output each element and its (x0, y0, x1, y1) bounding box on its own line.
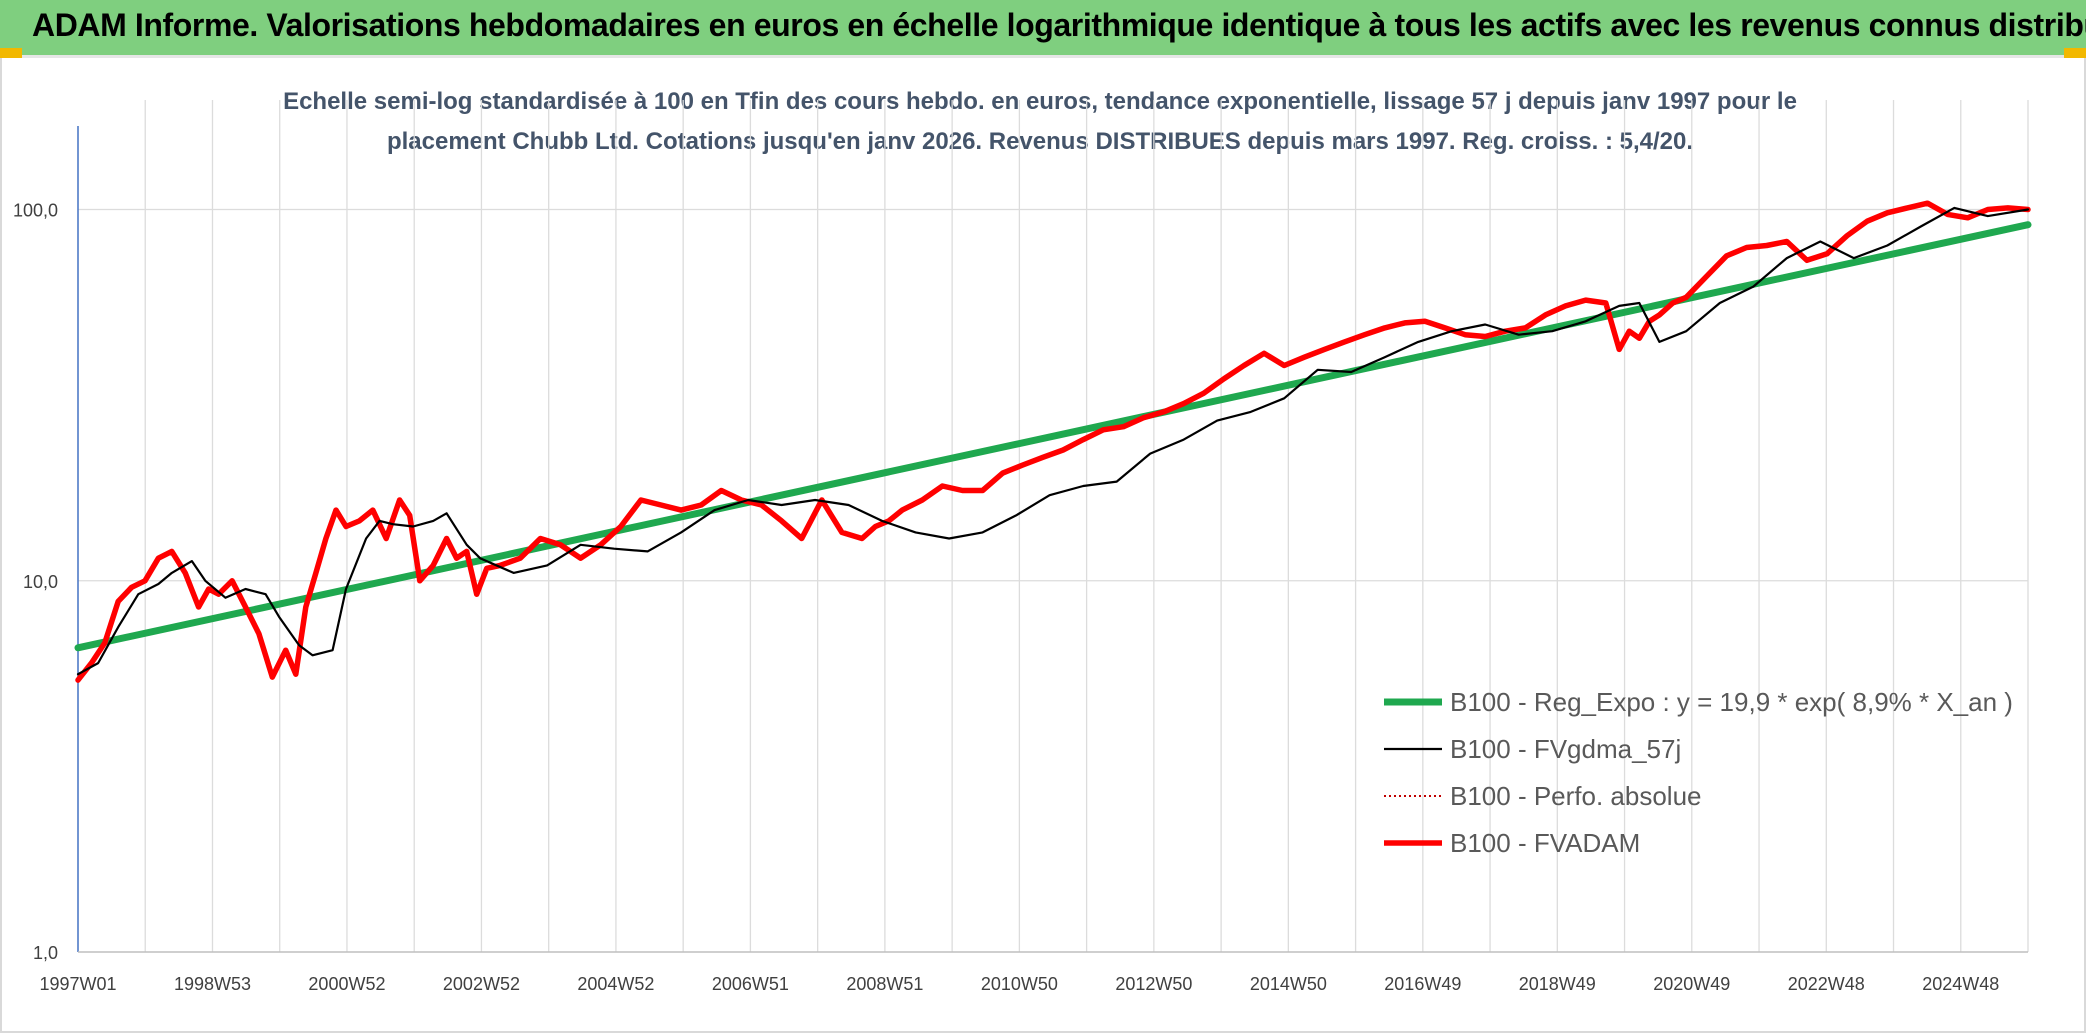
x-tick-label: 2018W49 (1519, 974, 1596, 994)
legend-label: B100 - Perfo. absolue (1450, 781, 1702, 811)
x-tick-label: 2006W51 (712, 974, 789, 994)
x-tick-label: 2016W49 (1384, 974, 1461, 994)
x-tick-labels: 1997W01 1998W53 2000W52 2002W52 2004W52 2006W… (39, 974, 1999, 994)
x-tick-label: 2020W49 (1653, 974, 1730, 994)
series-line-thick-red (75, 200, 2031, 683)
corner-mark-right (2064, 48, 2086, 58)
series-line-thin-black (76, 206, 2030, 676)
x-tick-label: 2002W52 (443, 974, 520, 994)
legend: B100 - Reg_Expo : y = 19,9 * exp( 8,9% *… (1384, 687, 2013, 858)
chart-title-line2: placement Chubb Ltd. Cotations jusqu'en … (386, 128, 1694, 155)
y-tick-label: 100,0 (13, 201, 58, 221)
chart-title-line1: Echelle semi-log standardisée à 100 en T… (283, 88, 1797, 115)
corner-mark-left (0, 48, 22, 58)
axes (77, 126, 2028, 953)
legend-label: B100 - FVgdma_57j (1450, 734, 1681, 764)
x-tick-label: 2012W50 (1115, 974, 1192, 994)
banner-title: ADAM Informe. Valorisations hebdomadaire… (32, 7, 2086, 43)
y-tick-labels: 1,0 10,0 100,0 (13, 201, 58, 963)
y-tick-label: 10,0 (23, 572, 58, 592)
x-tick-label: 2024W48 (1922, 974, 1999, 994)
x-tick-label: 1997W01 (39, 974, 116, 994)
series-line-thick-green (74, 221, 2032, 652)
legend-label: B100 - Reg_Expo : y = 19,9 * exp( 8,9% *… (1450, 687, 2013, 717)
x-tick-label: 2014W50 (1250, 974, 1327, 994)
x-tick-label: 2004W52 (577, 974, 654, 994)
series-lines (74, 200, 2032, 683)
x-tick-label: 2010W50 (981, 974, 1058, 994)
legend-label: B100 - FVADAM (1450, 828, 1640, 858)
x-tick-label: 1998W53 (174, 974, 251, 994)
y-tick-label: 1,0 (33, 943, 58, 963)
chart-frame (0, 58, 2086, 1033)
x-tick-label: 2008W51 (846, 974, 923, 994)
x-tick-label: 2000W52 (308, 974, 385, 994)
grid-lines (78, 100, 2029, 952)
x-tick-label: 2022W48 (1788, 974, 1865, 994)
banner: ADAM Informe. Valorisations hebdomadaire… (0, 0, 2086, 58)
